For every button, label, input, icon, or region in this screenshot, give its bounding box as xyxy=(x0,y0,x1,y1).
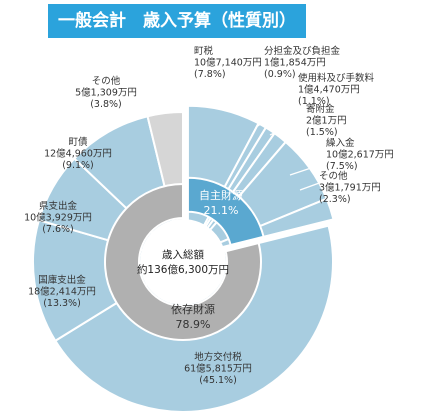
group-percent-own-source: 21.1% xyxy=(204,204,239,217)
slice-label-7-amount: 61億5,815万円 xyxy=(184,363,252,375)
chart-title: 一般会計 歳入予算（性質別） xyxy=(48,4,306,38)
slice-label-9-percent: (7.6%) xyxy=(42,224,74,235)
slice-label-6-name: その他 xyxy=(319,170,348,182)
slice-label-4-amount: 2億1万円 xyxy=(306,115,347,127)
slice-label-5-percent: (7.5%) xyxy=(326,161,358,172)
slice-label-3-amount: 1億4,470万円 xyxy=(298,84,360,96)
slice-label-2-name: 分担金及び負担金 xyxy=(264,45,341,57)
slice-label-11-amount: 5億1,309万円 xyxy=(75,87,137,99)
group-label-own-source: 自主財源 xyxy=(199,188,243,202)
slice-label-1-amount: 10億7,140万円 xyxy=(194,57,262,69)
slice-label-5-name: 繰入金 xyxy=(326,137,355,149)
slice-label-4-percent: (1.5%) xyxy=(306,127,338,138)
leader-line-3 xyxy=(257,91,297,127)
slice-label-8-name: 国庫支出金 xyxy=(38,274,86,286)
group-ring-dependent xyxy=(104,182,262,341)
group-percent-dependent: 78.9% xyxy=(176,318,211,331)
leader-line-4 xyxy=(269,118,303,136)
slice-label-2-percent: (0.9%) xyxy=(264,69,296,80)
chart-title-text: 一般会計 歳入予算（性質別） xyxy=(58,11,296,31)
slice-label-7-percent: (45.1%) xyxy=(199,375,237,386)
slice-label-4-name: 寄附金 xyxy=(306,103,335,115)
center-label-line-1: 歳入総額 xyxy=(162,248,204,261)
slice-label-5-amount: 10億2,617万円 xyxy=(326,149,394,161)
group-label-dependent: 依存財源 xyxy=(171,302,215,316)
group-ring-own-source xyxy=(186,176,265,247)
leader-line-6 xyxy=(299,181,323,191)
slice-label-11-percent: (3.8%) xyxy=(90,99,122,110)
slice-label-10-name: 町債 xyxy=(68,136,88,148)
center-label-line-2: 約136億6,300万円 xyxy=(137,263,229,276)
slice-label-6-percent: (2.3%) xyxy=(319,194,351,205)
slice-label-3-name: 使用料及び手数料 xyxy=(298,72,375,84)
slice-label-1-name: 町税 xyxy=(194,45,214,57)
slice-label-8-percent: (13.3%) xyxy=(43,298,81,309)
slice-label-1-percent: (7.8%) xyxy=(194,69,226,80)
leader-line-2 xyxy=(251,69,293,119)
slice-label-3-percent: (1.1%) xyxy=(298,96,330,107)
slice-label-10-percent: (9.1%) xyxy=(62,160,94,171)
slice-label-2-amount: 1億1,854万円 xyxy=(264,57,326,69)
slice-label-6-amount: 3億1,791万円 xyxy=(319,182,381,194)
donut-hole xyxy=(140,219,226,305)
slice-label-7-name: 地方交付税 xyxy=(194,351,242,363)
slice-label-8-amount: 18億2,414万円 xyxy=(28,286,96,298)
slice-label-9-amount: 10億3,929万円 xyxy=(24,212,92,224)
slice-label-11-name: その他 xyxy=(92,75,121,87)
slice-label-9-name: 県支出金 xyxy=(39,200,78,212)
leader-line-5 xyxy=(289,164,321,176)
slice-label-10-amount: 12億4,960万円 xyxy=(44,148,112,160)
